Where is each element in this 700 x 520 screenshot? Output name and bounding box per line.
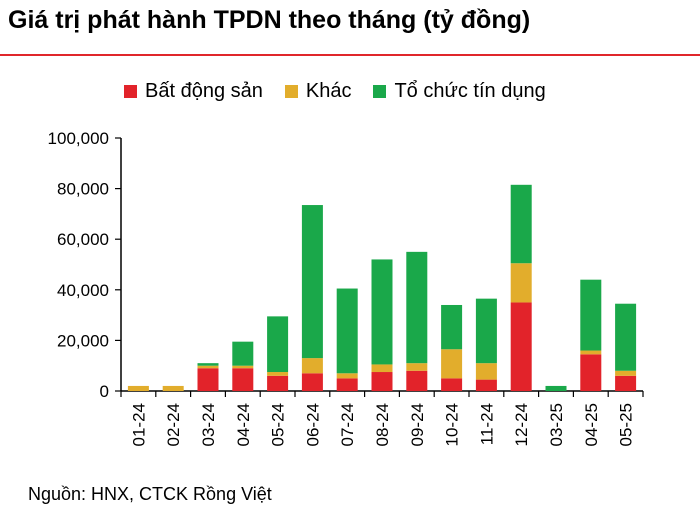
bar-segment-real-estate xyxy=(615,375,637,391)
bar-segment-other xyxy=(162,385,184,391)
x-tick-label: 04-24 xyxy=(234,403,253,446)
bar-segment-real-estate xyxy=(371,372,393,391)
legend-label-other: Khác xyxy=(305,80,352,102)
bar-segment-other xyxy=(197,365,219,369)
legend-label-real-estate: Bất động sản xyxy=(145,80,263,102)
x-tick-label: 03-24 xyxy=(199,403,218,446)
bar-segment-real-estate xyxy=(406,370,428,391)
y-tick-label: 40,000 xyxy=(57,281,109,300)
bar-segment-credit xyxy=(371,259,393,365)
legend-swatch-credit xyxy=(373,85,387,98)
bar-segment-real-estate xyxy=(580,354,602,391)
y-tick-label: 100,000 xyxy=(48,129,109,148)
bar-segment-credit xyxy=(197,363,219,366)
chart-title: Giá trị phát hành TPDN theo tháng (tỷ đồ… xyxy=(8,6,531,34)
legend: Bất động sản Khác Tổ chức tín dụng xyxy=(124,80,568,103)
y-tick-label: 60,000 xyxy=(57,230,109,249)
bar-segment-other xyxy=(441,349,463,379)
bar-segment-other xyxy=(267,372,289,376)
bar-segment-credit xyxy=(510,184,532,264)
bar-segment-credit xyxy=(336,288,358,374)
bar-segment-real-estate xyxy=(475,379,497,391)
bar-segment-real-estate xyxy=(510,302,532,391)
bar-segment-real-estate xyxy=(232,368,254,391)
legend-item-other: Khác xyxy=(284,80,352,103)
x-tick-label: 08-24 xyxy=(373,403,392,446)
bar-segment-other xyxy=(371,364,393,373)
bar-segment-credit xyxy=(232,341,254,366)
y-tick-label: 0 xyxy=(100,382,109,401)
x-tick-label: 02-24 xyxy=(164,403,183,446)
x-tick-label: 07-24 xyxy=(338,403,357,446)
bar-segment-real-estate xyxy=(441,378,463,391)
bar-segment-credit xyxy=(545,385,567,391)
x-tick-label: 12-24 xyxy=(512,403,531,446)
y-tick-label: 20,000 xyxy=(57,331,109,350)
bar-segment-real-estate xyxy=(197,368,219,391)
bar-segment-other xyxy=(475,363,497,380)
x-tick-label: 10-24 xyxy=(443,403,462,446)
y-tick-label: 80,000 xyxy=(57,180,109,199)
stacked-bar-chart: 0 20,000 40,000 60,000 80,000 100,000 01-24 02-… xyxy=(48,129,644,446)
x-tick-label: 05-25 xyxy=(617,403,636,446)
bar-segment-credit xyxy=(475,298,497,364)
legend-swatch-real-estate xyxy=(124,85,137,98)
bar-segment-other xyxy=(336,373,358,379)
x-tick-label: 01-24 xyxy=(129,403,148,446)
bar-segment-other xyxy=(127,385,149,391)
legend-item-credit: Tổ chức tín dụng xyxy=(373,80,546,103)
bar-segment-credit xyxy=(267,316,289,373)
bar-segment-real-estate xyxy=(267,375,289,391)
bar-segment-real-estate xyxy=(301,373,323,391)
bar-segment-other xyxy=(301,358,323,374)
bar-segment-credit xyxy=(615,303,637,371)
bar-segment-real-estate xyxy=(336,378,358,391)
bar-segment-credit xyxy=(580,279,602,351)
bar-segment-other xyxy=(615,370,637,376)
legend-label-credit: Tổ chức tín dụng xyxy=(394,80,546,102)
legend-swatch-other xyxy=(284,85,298,98)
bar-segment-other xyxy=(580,350,602,355)
x-tick-label: 04-25 xyxy=(582,403,601,446)
bar-segment-other xyxy=(406,363,428,371)
bar-segment-other xyxy=(510,263,532,303)
x-tick-label: 09-24 xyxy=(408,403,427,446)
bar-segment-credit xyxy=(441,304,463,350)
source-note: Nguồn: HNX, CTCK Rồng Việt xyxy=(28,484,272,504)
x-tick-label: 11-24 xyxy=(477,403,496,445)
legend-item-real-estate: Bất động sản xyxy=(124,80,263,103)
bar-segment-other xyxy=(232,365,254,369)
bar-segment-credit xyxy=(301,205,323,359)
x-tick-label: 06-24 xyxy=(303,403,322,446)
bar-segment-credit xyxy=(406,251,428,364)
title-divider xyxy=(0,54,700,56)
x-tick-label: 03-25 xyxy=(547,403,566,446)
x-tick-label: 05-24 xyxy=(269,403,288,446)
